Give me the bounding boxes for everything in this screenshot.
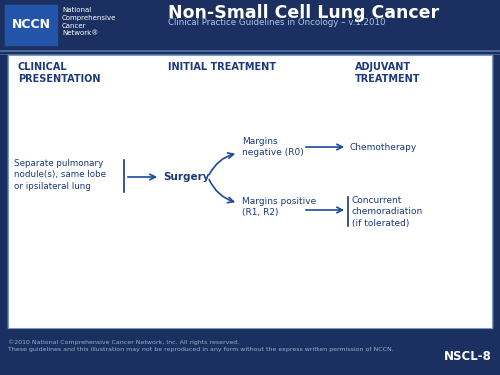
Bar <box>8 55 492 328</box>
Bar <box>0 0 500 50</box>
Text: ©2010 National Comprehensive Cancer Network, Inc. All rights reserved.
These gui: ©2010 National Comprehensive Cancer Netw… <box>8 339 394 352</box>
Text: Non-Small Cell Lung Cancer: Non-Small Cell Lung Cancer <box>168 4 439 22</box>
Text: ADJUVANT
TREATMENT: ADJUVANT TREATMENT <box>355 62 420 84</box>
Bar <box>5 5 57 45</box>
Text: National
Comprehensive
Cancer
Network®: National Comprehensive Cancer Network® <box>62 7 116 36</box>
Text: Surgery: Surgery <box>163 172 210 182</box>
Text: Margins positive
(R1, R2): Margins positive (R1, R2) <box>242 197 316 217</box>
Text: CLINICAL
PRESENTATION: CLINICAL PRESENTATION <box>18 62 100 84</box>
Bar <box>0 329 500 375</box>
Text: Concurrent
chemoradiation
(if tolerated): Concurrent chemoradiation (if tolerated) <box>352 196 423 228</box>
Text: Margins
negative (R0): Margins negative (R0) <box>242 137 304 157</box>
Bar <box>8 55 492 328</box>
Text: NCCN: NCCN <box>12 18 51 32</box>
Text: Separate pulmonary
nodule(s), same lobe
or ipsilateral lung: Separate pulmonary nodule(s), same lobe … <box>14 159 106 191</box>
Text: Chemotherapy: Chemotherapy <box>350 142 417 152</box>
Text: Clinical Practice Guidelines in Oncology – v.1.2010: Clinical Practice Guidelines in Oncology… <box>168 18 386 27</box>
Text: NSCL-8: NSCL-8 <box>444 351 492 363</box>
Text: INITIAL TREATMENT: INITIAL TREATMENT <box>168 62 276 72</box>
